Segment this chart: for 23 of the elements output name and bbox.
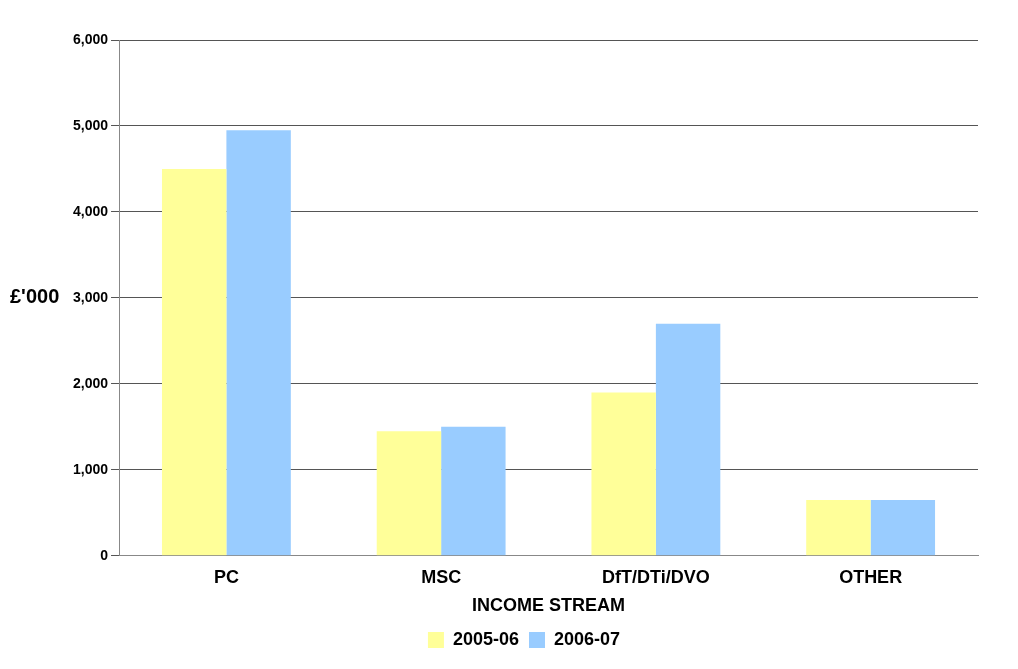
y-tick-label: 3,000 [72, 288, 109, 305]
bar [806, 499, 871, 556]
x-tick-label: MSC [421, 566, 462, 587]
bar [376, 431, 442, 556]
bar [161, 168, 227, 556]
y-tick-label: 5,000 [72, 116, 109, 133]
bar [870, 499, 936, 556]
y-tick-label: 1,000 [72, 460, 109, 477]
legend-label: 2005-06 [452, 628, 519, 649]
y-tick-label: 2,000 [72, 374, 109, 391]
y-axis-title: £'000 [10, 285, 60, 308]
x-axis-title: INCOME STREAM [472, 595, 626, 616]
x-tick-label: OTHER [839, 566, 903, 587]
y-tick-label: 4,000 [72, 202, 109, 219]
bar [441, 426, 506, 556]
y-tick-label: 6,000 [72, 30, 109, 47]
bar [226, 130, 291, 556]
bar [591, 392, 656, 556]
x-tick-label: PC [213, 566, 239, 587]
bar [655, 323, 721, 556]
legend-label: 2006-07 [554, 628, 621, 649]
x-tick-label: DfT/DTi/DVO [602, 566, 710, 587]
y-tick-label: 0 [100, 546, 109, 563]
